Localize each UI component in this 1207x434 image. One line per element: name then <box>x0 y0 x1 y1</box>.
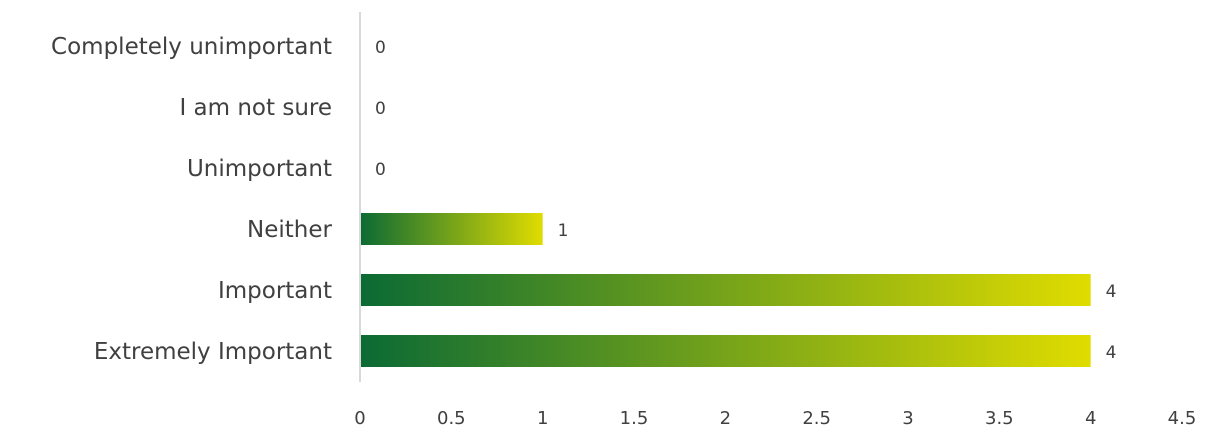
category-label-completely-unimportant: Completely unimportant <box>51 34 332 60</box>
x-tick-label: 3 <box>902 408 913 429</box>
data-labels: 0 0 0 1 4 4 <box>375 38 1116 363</box>
bar-important <box>360 274 1091 306</box>
bar-neither <box>360 213 543 245</box>
category-label-unimportant: Unimportant <box>187 156 332 182</box>
x-tick-label: 2.5 <box>802 408 831 429</box>
x-tick-label: 2 <box>720 408 731 429</box>
category-label-i-am-not-sure: I am not sure <box>179 95 332 121</box>
x-tick-label: 1 <box>537 408 548 429</box>
data-label-completely-unimportant: 0 <box>375 38 386 58</box>
data-label-i-am-not-sure: 0 <box>375 99 386 119</box>
bars <box>360 213 1091 367</box>
data-label-important: 4 <box>1106 282 1117 302</box>
x-tick-label: 0.5 <box>437 408 466 429</box>
data-label-extremely-important: 4 <box>1106 343 1117 363</box>
data-label-unimportant: 0 <box>375 160 386 180</box>
x-tick-label: 4.5 <box>1168 408 1197 429</box>
category-label-important: Important <box>218 278 332 304</box>
x-tick-label: 4 <box>1085 408 1096 429</box>
x-tick-label: 1.5 <box>620 408 649 429</box>
data-label-neither: 1 <box>558 221 569 241</box>
x-tick-labels: 0 0.5 1 1.5 2 2.5 3 3.5 4 4.5 <box>354 408 1196 429</box>
bar-extremely-important <box>360 335 1091 367</box>
category-label-extremely-important: Extremely Important <box>94 339 332 365</box>
category-labels: Completely unimportant I am not sure Unimp… <box>51 34 332 365</box>
x-tick-label: 3.5 <box>985 408 1014 429</box>
category-label-neither: Neither <box>247 217 332 243</box>
x-tick-label: 0 <box>354 408 365 429</box>
